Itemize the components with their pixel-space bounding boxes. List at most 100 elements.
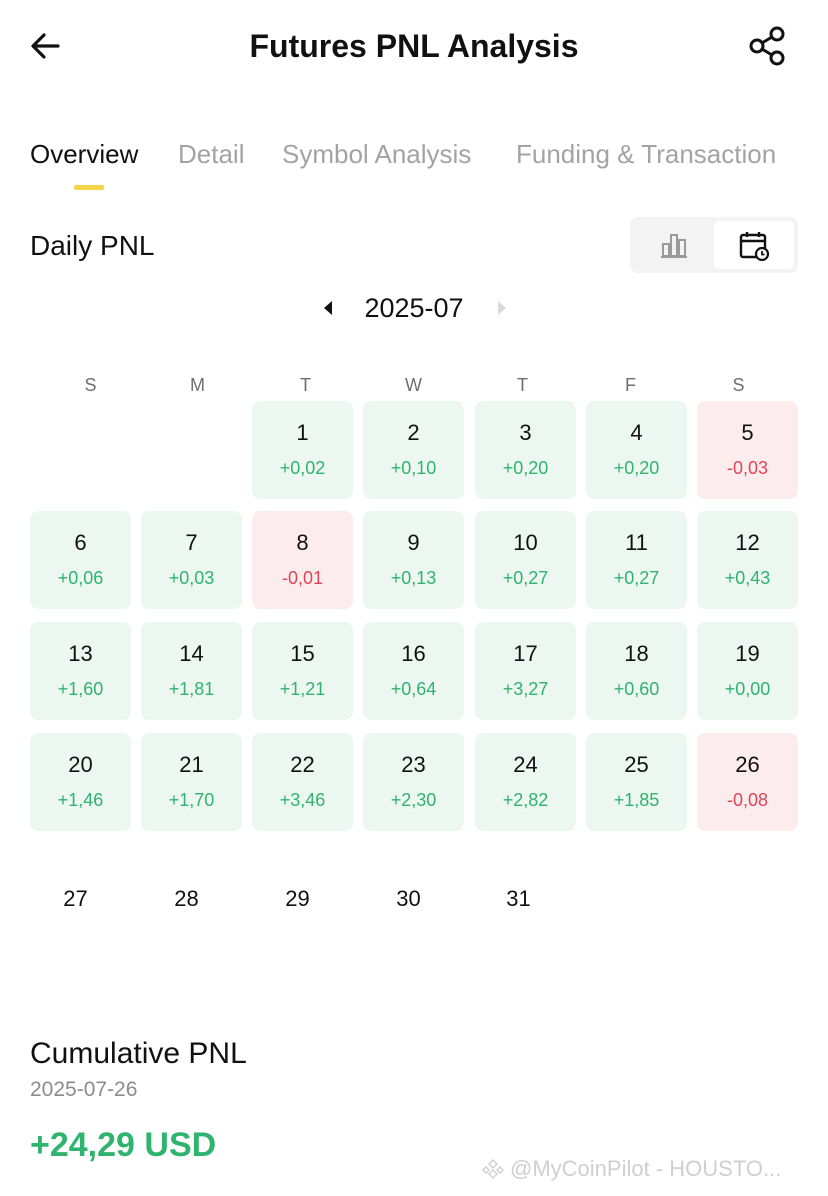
weekday-friday: F <box>625 375 636 395</box>
tab-funding-transaction[interactable]: Funding & Transaction <box>516 139 777 169</box>
calendar-day-28: 28 <box>174 886 199 911</box>
calendar-day-31: 31 <box>506 886 531 911</box>
calendar-day-17[interactable]: 17 +3,27 <box>475 622 576 720</box>
day-number: 8 <box>296 530 309 555</box>
day-number: 1 <box>296 420 309 445</box>
day-pnl-value: -0,08 <box>726 790 769 810</box>
day-number: 11 <box>625 530 648 555</box>
month-navigator: 2025-07 <box>0 288 828 328</box>
day-number: 19 <box>735 641 760 666</box>
day-number: 9 <box>407 530 420 555</box>
watermark-text: @MyCoinPilot - HOUSTO... <box>510 1156 782 1181</box>
weekday-wednesday: W <box>405 375 422 395</box>
day-number: 12 <box>735 530 760 555</box>
calendar-day-27: 27 <box>63 886 88 911</box>
calendar-day-14[interactable]: 14 +1,81 <box>141 622 242 720</box>
tab-detail[interactable]: Detail <box>178 139 245 169</box>
day-pnl-value: +1,81 <box>168 679 215 699</box>
calendar-day-22[interactable]: 22 +3,46 <box>252 733 353 831</box>
calendar-day-8[interactable]: 8 -0,01 <box>252 511 353 609</box>
watermark: @MyCoinPilot - HOUSTO... <box>482 1154 822 1184</box>
day-number: 20 <box>68 752 93 777</box>
day-number: 5 <box>741 420 754 445</box>
weekday-sunday: S <box>84 375 97 395</box>
day-pnl-value: +1,85 <box>613 790 660 810</box>
logo-icon <box>482 1159 504 1179</box>
weekday-monday: M <box>190 375 205 395</box>
day-pnl-value: +0,20 <box>502 458 549 478</box>
tab-symbol-analysis[interactable]: Symbol Analysis <box>282 139 472 169</box>
calendar-view-button[interactable] <box>714 221 794 269</box>
day-number: 17 <box>513 641 538 666</box>
day-pnl-value: +2,82 <box>502 790 549 810</box>
cumulative-pnl-title: Cumulative PNL <box>30 1037 247 1070</box>
calendar-day-11[interactable]: 11 +0,27 <box>586 511 687 609</box>
calendar-day-12[interactable]: 12 +0,43 <box>697 511 798 609</box>
day-pnl-value: +2,30 <box>390 790 437 810</box>
weekday-tuesday: T <box>300 375 311 395</box>
calendar-day-18[interactable]: 18 +0,60 <box>586 622 687 720</box>
calendar-day-26[interactable]: 26 -0,08 <box>697 733 798 831</box>
bar-chart-icon <box>661 234 687 258</box>
day-pnl-value: +0,20 <box>613 458 660 478</box>
day-pnl-value: +0,06 <box>57 568 104 588</box>
view-toggle <box>630 217 798 273</box>
day-pnl-value: +3,27 <box>502 679 549 699</box>
day-number: 6 <box>74 530 87 555</box>
calendar-day-25[interactable]: 25 +1,85 <box>586 733 687 831</box>
share-icon <box>749 26 785 66</box>
cumulative-pnl-value: +24,29 USD <box>30 1126 217 1164</box>
calendar-day-13[interactable]: 13 +1,60 <box>30 622 131 720</box>
calendar-day-3[interactable]: 3 +0,20 <box>475 401 576 499</box>
next-month-button[interactable] <box>492 296 512 320</box>
calendar-day-23[interactable]: 23 +2,30 <box>363 733 464 831</box>
day-number: 3 <box>519 420 532 445</box>
day-number: 16 <box>401 641 426 666</box>
day-pnl-value: +0,02 <box>279 458 326 478</box>
calendar-day-7[interactable]: 7 +0,03 <box>141 511 242 609</box>
cumulative-pnl-date: 2025-07-26 <box>30 1078 138 1101</box>
calendar-day-2[interactable]: 2 +0,10 <box>363 401 464 499</box>
calendar-day-5[interactable]: 5 -0,03 <box>697 401 798 499</box>
day-number: 25 <box>624 752 649 777</box>
day-number: 7 <box>185 530 198 555</box>
day-number: 21 <box>179 752 204 777</box>
caret-left-icon <box>324 301 332 315</box>
calendar-day-4[interactable]: 4 +0,20 <box>586 401 687 499</box>
tab-overview[interactable]: Overview <box>30 139 139 169</box>
calendar-day-15[interactable]: 15 +1,21 <box>252 622 353 720</box>
bar-chart-view-button[interactable] <box>634 221 714 269</box>
day-pnl-value: +0,03 <box>168 568 215 588</box>
day-number: 10 <box>513 530 538 555</box>
day-number: 2 <box>407 420 420 445</box>
day-number: 23 <box>401 752 426 777</box>
weekday-thursday: T <box>517 375 528 395</box>
calendar-day-24[interactable]: 24 +2,82 <box>475 733 576 831</box>
calendar-day-19[interactable]: 19 +0,00 <box>697 622 798 720</box>
calendar-day-20[interactable]: 20 +1,46 <box>30 733 131 831</box>
daily-pnl-title: Daily PNL <box>30 230 155 261</box>
day-number: 22 <box>290 752 315 777</box>
day-pnl-value: +0,27 <box>613 568 660 588</box>
arrow-left-icon <box>31 33 60 59</box>
caret-right-icon <box>498 301 506 315</box>
calendar-day-29: 29 <box>285 886 310 911</box>
day-pnl-value: +0,13 <box>390 568 437 588</box>
day-pnl-value: +1,60 <box>57 679 104 699</box>
calendar-day-6[interactable]: 6 +0,06 <box>30 511 131 609</box>
day-pnl-value: +0,00 <box>724 679 771 699</box>
back-button[interactable] <box>26 26 66 66</box>
calendar-day-1[interactable]: 1 +0,02 <box>252 401 353 499</box>
day-number: 14 <box>179 641 204 666</box>
calendar-day-21[interactable]: 21 +1,70 <box>141 733 242 831</box>
calendar-day-9[interactable]: 9 +0,13 <box>363 511 464 609</box>
calendar-icon <box>739 232 770 261</box>
calendar-day-16[interactable]: 16 +0,64 <box>363 622 464 720</box>
previous-month-button[interactable] <box>318 296 338 320</box>
day-number: 13 <box>68 641 93 666</box>
day-pnl-value: +3,46 <box>279 790 326 810</box>
app-header: Futures PNL Analysis <box>0 0 828 90</box>
share-button[interactable] <box>746 24 790 68</box>
calendar-day-10[interactable]: 10 +0,27 <box>475 511 576 609</box>
day-pnl-value: +1,46 <box>57 790 104 810</box>
